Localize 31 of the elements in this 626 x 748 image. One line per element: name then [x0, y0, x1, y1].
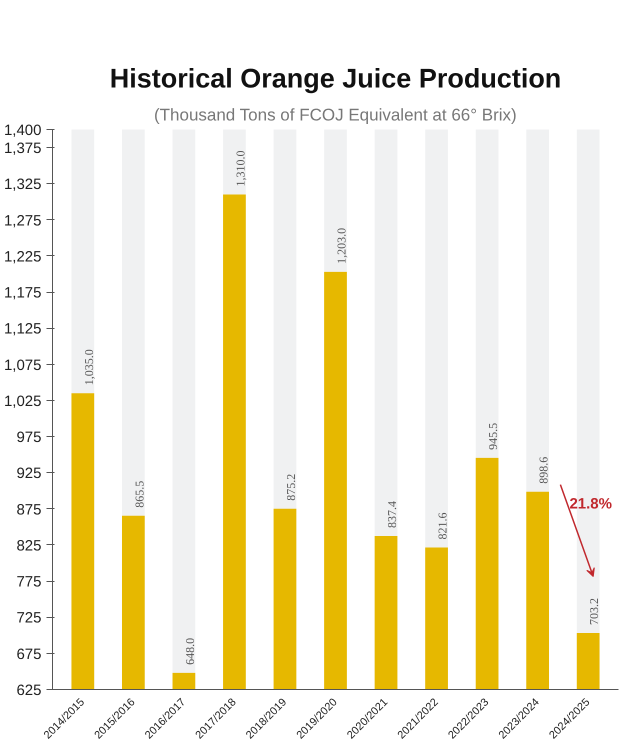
y-tick-label: 625: [16, 682, 42, 699]
annotation: 21.8%: [569, 495, 612, 512]
data-label: 648.0: [182, 638, 197, 665]
data-label: 945.5: [486, 422, 500, 450]
data-label: 1,203.0: [334, 228, 348, 264]
y-tick-label: 1,275: [4, 212, 42, 230]
data-label: 703.2: [587, 598, 602, 625]
y-tick-label: 675: [16, 646, 42, 663]
y-tick-label: 1,075: [4, 356, 42, 374]
y-tick-label: 775: [16, 574, 42, 591]
y-tick-label: 1,400: [4, 122, 42, 139]
data-label: 821.6: [436, 512, 450, 540]
chart-subtitle: (Thousand Tons of FCOJ Equivalent at 66° Brix): [154, 106, 517, 124]
data-label: 875.2: [284, 474, 298, 501]
y-tick-label: 1,175: [4, 284, 42, 302]
y-tick-label: 1,025: [4, 392, 42, 410]
y-tick-label: 975: [16, 429, 42, 446]
data-label: 1,035.0: [82, 349, 96, 386]
y-tick-label: 825: [16, 537, 42, 554]
chart-title: Historical Orange Juice Production: [110, 64, 562, 94]
y-tick-label: 925: [16, 465, 42, 482]
y-tick-label: 725: [16, 610, 42, 627]
y-tick-label: 1,375: [4, 140, 42, 158]
y-tick-label: 1,225: [4, 248, 42, 266]
y-tick-label: 875: [16, 501, 42, 518]
data-label: 837.4: [385, 501, 400, 528]
y-tick-label: 1,325: [4, 176, 42, 194]
data-label: 1,310.0: [233, 150, 248, 187]
data-label: 898.6: [536, 456, 551, 484]
data-label: 865.5: [132, 480, 146, 508]
y-tick-label: 1,125: [4, 320, 42, 338]
